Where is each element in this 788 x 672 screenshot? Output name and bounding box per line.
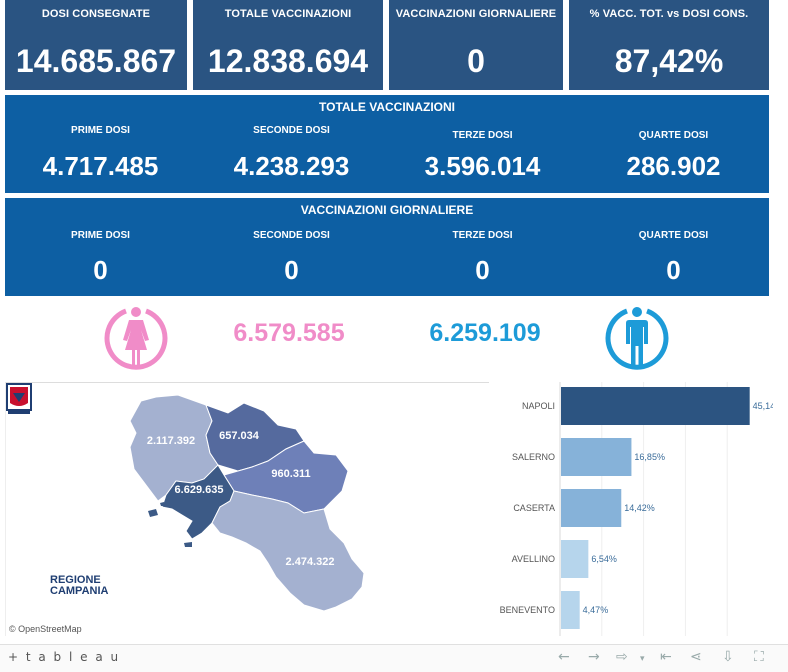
regione-campania-logo-text: REGIONE CAMPANIA	[50, 575, 108, 597]
map-attribution[interactable]: © OpenStreetMap	[9, 624, 82, 634]
cell-prime-dosi: PRIME DOSI 0	[5, 230, 196, 286]
cell-seconde-dosi: SECONDE DOSI 4.238.293	[196, 125, 387, 182]
bar-caserta[interactable]	[561, 489, 622, 527]
regione-campania-logo-icon	[6, 383, 32, 414]
cell-value: 4.238.293	[233, 151, 350, 181]
category-label: AVELLINO	[512, 554, 555, 564]
value-label: 45,14%	[753, 401, 773, 411]
cell-label: QUARTE DOSI	[638, 230, 709, 241]
value-label: 4,47%	[583, 605, 609, 615]
revert-icon[interactable]: ⇨	[616, 649, 628, 665]
female-total: 6.579.585	[233, 319, 345, 347]
kpi-value: 0	[467, 43, 485, 79]
cell-value: 0	[666, 255, 681, 285]
map-island-procida	[160, 502, 164, 506]
panel-totale-vaccinazioni: TOTALE VACCINAZIONI PRIME DOSI 4.717.485…	[5, 95, 769, 193]
cell-terze-dosi: TERZE DOSI 3.596.014	[387, 130, 578, 182]
cell-label: SECONDE DOSI	[253, 230, 330, 241]
value-label: 6,54%	[591, 554, 617, 564]
panel-vaccinazioni-giornaliere: VACCINAZIONI GIORNALIERE PRIME DOSI 0 SE…	[5, 198, 769, 296]
kpi-vaccinazioni-giornaliere: VACCINAZIONI GIORNALIERE 0	[389, 0, 563, 90]
bar-napoli[interactable]	[561, 387, 750, 425]
cell-label: SECONDE DOSI	[253, 125, 330, 136]
map-label-caserta: 2.117.392	[147, 435, 195, 447]
tableau-toolbar: + t a b l e a u ← → ⇨ ▾ ⇤ ⋖ ⇩ ⛶	[0, 644, 788, 672]
campania-map[interactable]: 2.117.392 657.034 960.311 6.629.635 2.47…	[5, 382, 489, 636]
kpi-totale-vaccinazioni: TOTALE VACCINAZIONI 12.838.694	[193, 0, 383, 90]
cell-label: QUARTE DOSI	[638, 130, 709, 141]
kpi-percentuale: % VACC. TOT. vs DOSI CONS. 87,42%	[569, 0, 769, 90]
cell-value: 0	[475, 255, 490, 285]
undo-icon[interactable]: ←	[558, 649, 570, 665]
cell-seconde-dosi: SECONDE DOSI 0	[196, 230, 387, 286]
cell-label: TERZE DOSI	[452, 130, 513, 141]
tableau-logo[interactable]: + t a b l e a u	[8, 650, 121, 664]
fullscreen-icon[interactable]: ⛶	[754, 649, 764, 665]
logo-line-1: REGIONE	[50, 574, 101, 586]
cell-prime-dosi: PRIME DOSI 4.717.485	[5, 125, 196, 182]
map-label-napoli: 6.629.635	[175, 484, 224, 496]
kpi-title: % VACC. TOT. vs DOSI CONS.	[589, 8, 749, 20]
bar-benevento[interactable]	[561, 591, 580, 629]
kpi-title: VACCINAZIONI GIORNALIERE	[395, 8, 557, 20]
kpi-title: DOSI CONSEGNATE	[41, 8, 151, 20]
cell-value: 3.596.014	[424, 151, 541, 181]
map-label-salerno: 2.474.322	[286, 556, 335, 568]
cell-value: 286.902	[626, 151, 721, 181]
bar-avellino[interactable]	[561, 540, 589, 578]
cell-terze-dosi: TERZE DOSI 0	[387, 230, 578, 286]
value-label: 16,85%	[634, 452, 665, 462]
kpi-dosi-consegnate: DOSI CONSEGNATE 14.685.867	[5, 0, 187, 90]
kpi-value: 14.685.867	[15, 43, 177, 79]
logo-line-2: CAMPANIA	[50, 585, 109, 597]
cell-value: 4.717.485	[42, 151, 159, 181]
cell-label: PRIME DOSI	[71, 230, 130, 241]
kpi-value: 87,42%	[614, 43, 724, 79]
bar-salerno[interactable]	[561, 438, 632, 476]
map-region-salerno[interactable]	[211, 490, 365, 612]
category-label: SALERNO	[512, 452, 555, 462]
female-icon	[104, 307, 168, 370]
share-icon[interactable]: ⋖	[690, 649, 702, 665]
map-label-benevento: 657.034	[219, 430, 260, 442]
category-label: BENEVENTO	[500, 605, 555, 615]
map-island-ischia	[148, 509, 158, 517]
male-total: 6.259.109	[429, 319, 541, 347]
map-svg: 2.117.392 657.034 960.311 6.629.635 2.47…	[129, 394, 365, 612]
cell-value: 0	[284, 255, 299, 285]
redo-icon[interactable]: →	[588, 649, 600, 665]
kpi-value: 12.838.694	[207, 43, 369, 79]
cell-quarte-dosi: QUARTE DOSI 0	[578, 230, 769, 286]
map-label-avellino: 960.311	[271, 468, 310, 480]
panel-title: VACCINAZIONI GIORNALIERE	[300, 203, 474, 217]
reset-icon[interactable]: ⇤	[660, 649, 672, 665]
cell-label: PRIME DOSI	[71, 125, 130, 136]
category-label: NAPOLI	[522, 401, 555, 411]
kpi-title: TOTALE VACCINAZIONI	[224, 8, 352, 20]
download-icon[interactable]: ⇩	[722, 649, 734, 665]
cell-value: 0	[93, 255, 108, 285]
cell-quarte-dosi: QUARTE DOSI 286.902	[578, 130, 769, 182]
province-bar-chart: NAPOLI 45,14% SALERNO 16,85% CASERTA 14,42% AV…	[489, 382, 773, 636]
male-icon	[605, 307, 669, 370]
bar-chart-svg: NAPOLI 45,14% SALERNO 16,85% CASERTA 14,42% AV…	[500, 382, 773, 636]
category-label: CASERTA	[513, 503, 555, 513]
panel-title: TOTALE VACCINAZIONI	[319, 100, 455, 114]
value-label: 14,42%	[624, 503, 655, 513]
map-island-capri	[184, 542, 192, 547]
cell-label: TERZE DOSI	[452, 230, 513, 241]
revert-dropdown-icon[interactable]: ▾	[640, 654, 645, 664]
